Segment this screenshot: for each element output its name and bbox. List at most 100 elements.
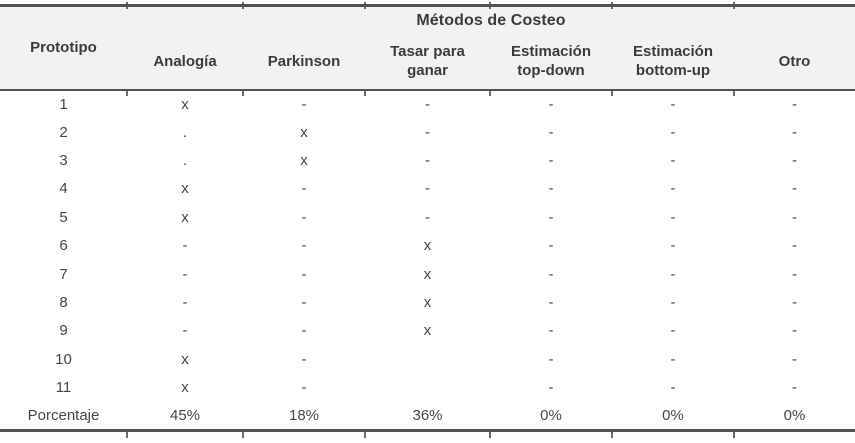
method-mark-cell: - bbox=[734, 345, 855, 374]
rule-tick bbox=[242, 431, 244, 438]
method-mark-cell: - bbox=[490, 174, 612, 204]
method-mark-cell: - bbox=[734, 288, 855, 317]
table-row: 9--x--- bbox=[0, 316, 855, 346]
column-header-prototipo: Prototipo bbox=[0, 5, 127, 90]
rule-tick bbox=[733, 431, 735, 438]
method-mark-cell: x bbox=[243, 117, 365, 147]
table-row: 3.x---- bbox=[0, 146, 855, 175]
percentage-cell-parkinson: 18% bbox=[243, 401, 365, 431]
group-header-metodos-de-costeo: Métodos de Costeo bbox=[127, 5, 855, 34]
method-mark-cell: - bbox=[243, 316, 365, 346]
method-mark-cell: - bbox=[490, 231, 612, 260]
method-mark-cell: - bbox=[490, 203, 612, 232]
percentage-cell-estimacion-top-down: 0% bbox=[490, 401, 612, 431]
method-mark-cell: - bbox=[243, 288, 365, 317]
method-mark-cell: . bbox=[127, 146, 243, 175]
rule-tick bbox=[489, 2, 491, 9]
method-columns-row: Analogía Parkinson Tasar para ganar Esti… bbox=[0, 33, 855, 90]
method-mark-cell: x bbox=[127, 373, 243, 402]
rule-tick bbox=[126, 89, 128, 96]
rule-tick bbox=[364, 431, 366, 438]
method-mark-cell: - bbox=[734, 259, 855, 289]
method-mark-cell: - bbox=[734, 117, 855, 147]
footer-label: Porcentaje bbox=[0, 401, 127, 431]
method-mark-cell: - bbox=[243, 259, 365, 289]
table-footer: Porcentaje 45% 18% 36% 0% 0% 0% bbox=[0, 401, 855, 431]
method-mark-cell: x bbox=[127, 345, 243, 374]
table-row: 2.x---- bbox=[0, 117, 855, 147]
method-mark-cell: x bbox=[365, 231, 490, 260]
method-mark-cell: - bbox=[243, 345, 365, 374]
rule-tick bbox=[489, 89, 491, 96]
column-header-parkinson: Parkinson bbox=[243, 33, 365, 90]
table-row: 11 x - - - - bbox=[0, 373, 855, 402]
rule-tick bbox=[364, 89, 366, 96]
method-mark-cell: - bbox=[127, 231, 243, 260]
method-mark-cell: - bbox=[734, 146, 855, 175]
method-mark-cell: - bbox=[612, 288, 734, 317]
column-header-analogia: Analogía bbox=[127, 33, 243, 90]
method-mark-cell: - bbox=[127, 259, 243, 289]
rule-tick bbox=[364, 2, 366, 9]
method-mark-cell: - bbox=[612, 231, 734, 260]
method-mark-cell: - bbox=[365, 174, 490, 204]
method-mark-cell: - bbox=[243, 203, 365, 232]
method-mark-cell: - bbox=[243, 174, 365, 204]
table-header: Prototipo Métodos de Costeo Analogía Par… bbox=[0, 5, 855, 90]
column-header-otro: Otro bbox=[734, 33, 855, 90]
prototype-number: 4 bbox=[0, 174, 127, 204]
method-mark-cell: - bbox=[365, 146, 490, 175]
percentage-cell-estimacion-bottom-up: 0% bbox=[612, 401, 734, 431]
column-header-tasar-para-ganar: Tasar para ganar bbox=[365, 33, 490, 90]
method-mark-cell: x bbox=[127, 203, 243, 232]
costing-methods-table: Prototipo Métodos de Costeo Analogía Par… bbox=[0, 4, 855, 432]
percentage-row: Porcentaje 45% 18% 36% 0% 0% 0% bbox=[0, 401, 855, 431]
prototype-number: 5 bbox=[0, 203, 127, 232]
rule-tick bbox=[126, 431, 128, 438]
method-mark-cell: - bbox=[365, 89, 490, 118]
method-mark-cell: - bbox=[612, 316, 734, 346]
method-mark-cell: - bbox=[734, 316, 855, 346]
method-mark-cell: - bbox=[490, 288, 612, 317]
method-mark-cell: x bbox=[365, 259, 490, 289]
rule-tick bbox=[489, 431, 491, 438]
method-mark-cell: - bbox=[612, 146, 734, 175]
table-row: 7--x--- bbox=[0, 259, 855, 289]
rule-tick bbox=[242, 2, 244, 9]
prototype-number: 6 bbox=[0, 231, 127, 260]
prototype-number: 8 bbox=[0, 288, 127, 317]
method-mark-cell: x bbox=[365, 288, 490, 317]
group-header-row: Prototipo Métodos de Costeo bbox=[0, 5, 855, 90]
table-row: 10 x - - - - bbox=[0, 345, 855, 374]
rule-tick bbox=[733, 89, 735, 96]
method-mark-cell: - bbox=[243, 373, 365, 402]
method-mark-cell: - bbox=[243, 231, 365, 260]
method-mark-cell: - bbox=[612, 203, 734, 232]
rule-tick bbox=[733, 2, 735, 9]
prototype-number: 2 bbox=[0, 117, 127, 147]
rule-tick bbox=[242, 89, 244, 96]
percentage-cell-analogia: 45% bbox=[127, 401, 243, 431]
method-mark-cell: - bbox=[365, 117, 490, 147]
column-header-estimacion-bottom-up: Estimación bottom-up bbox=[612, 33, 734, 90]
prototype-number: 10 bbox=[0, 345, 127, 374]
method-mark-cell: - bbox=[490, 316, 612, 346]
rule-tick bbox=[611, 89, 613, 96]
column-header-estimacion-top-down: Estimación top-down bbox=[490, 33, 612, 90]
method-mark-cell bbox=[365, 373, 490, 402]
method-mark-cell: - bbox=[612, 373, 734, 402]
method-mark-cell: - bbox=[734, 231, 855, 260]
table-row: 6--x--- bbox=[0, 231, 855, 260]
method-mark-cell: - bbox=[734, 203, 855, 232]
method-mark-cell: - bbox=[490, 259, 612, 289]
method-mark-cell bbox=[365, 345, 490, 374]
method-mark-cell: - bbox=[490, 345, 612, 374]
rule-tick bbox=[611, 431, 613, 438]
method-mark-cell: - bbox=[612, 345, 734, 374]
method-mark-cell: - bbox=[243, 89, 365, 118]
